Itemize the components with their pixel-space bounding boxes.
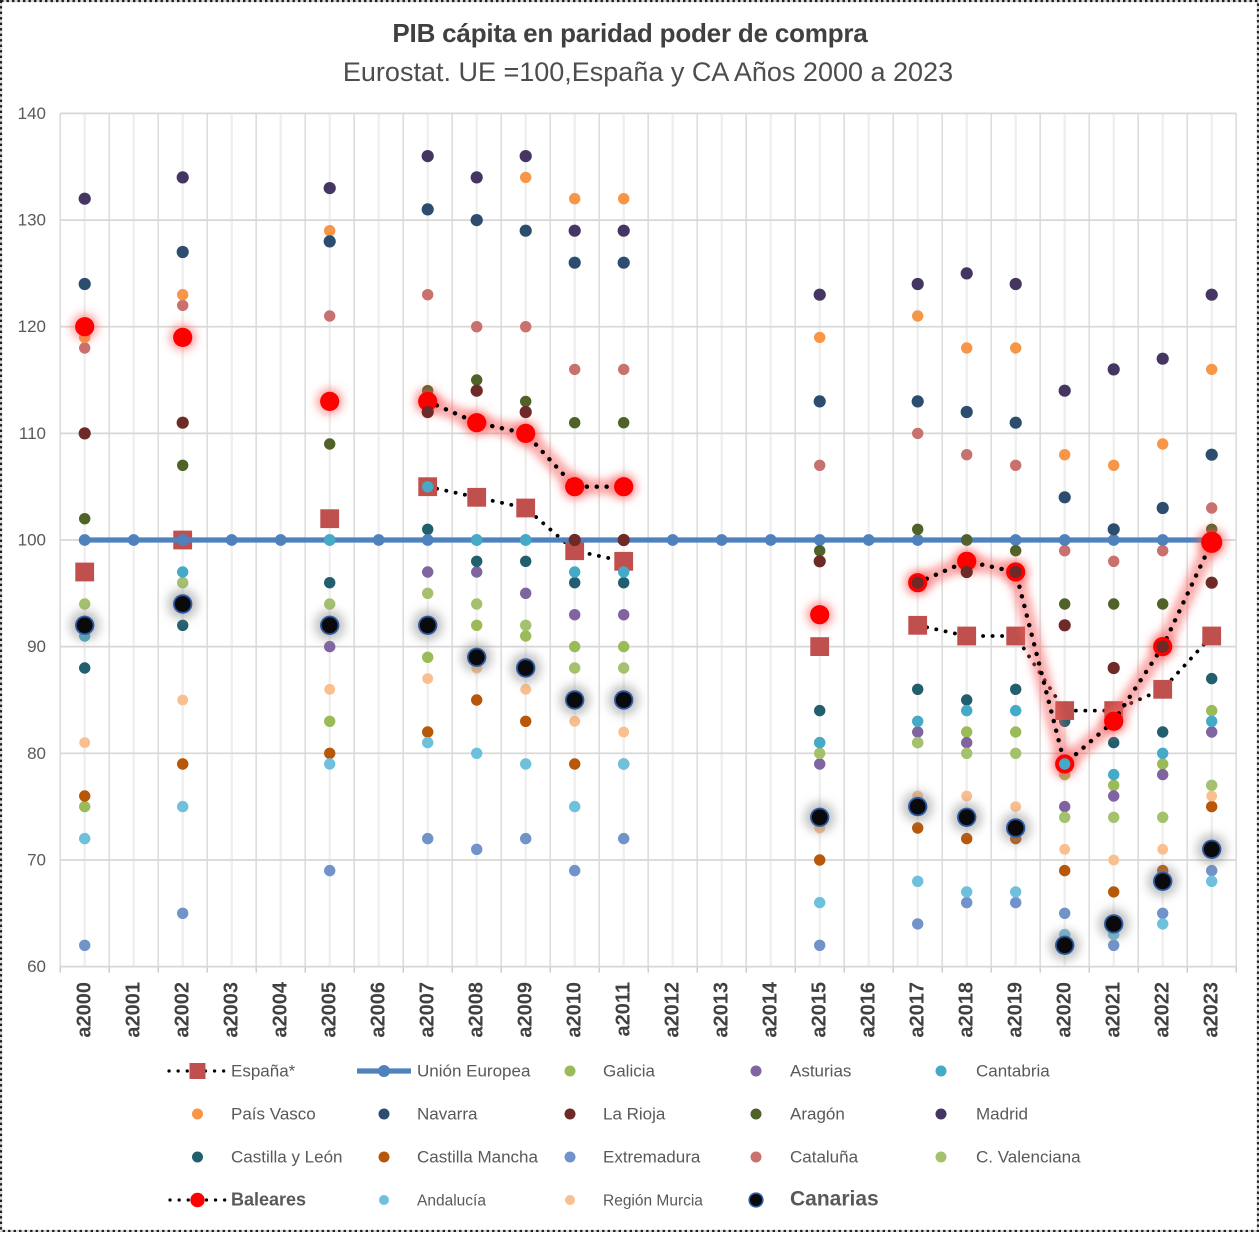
svg-text:a2017: a2017 xyxy=(907,982,929,1038)
svg-text:País Vasco: País Vasco xyxy=(231,1105,316,1124)
svg-text:Eurostat. UE =100,España y CA: Eurostat. UE =100,España y CA Años 2000 … xyxy=(343,57,953,87)
svg-text:a2014: a2014 xyxy=(760,981,782,1037)
svg-text:a2018: a2018 xyxy=(956,982,978,1038)
svg-text:a2004: a2004 xyxy=(270,981,292,1037)
svg-text:a2002: a2002 xyxy=(172,982,194,1038)
svg-text:a2019: a2019 xyxy=(1005,982,1027,1038)
svg-text:90: 90 xyxy=(27,637,46,656)
svg-text:PIB cápita en paridad poder de: PIB cápita en paridad poder de compra xyxy=(392,18,868,48)
svg-text:120: 120 xyxy=(18,317,46,336)
svg-text:a2012: a2012 xyxy=(662,982,684,1038)
svg-text:Unión Europea: Unión Europea xyxy=(417,1062,531,1081)
svg-text:Madrid: Madrid xyxy=(976,1105,1028,1124)
svg-text:Cantabria: Cantabria xyxy=(976,1062,1050,1081)
svg-text:a2009: a2009 xyxy=(515,982,537,1038)
svg-text:Asturias: Asturias xyxy=(790,1062,851,1081)
svg-text:a2001: a2001 xyxy=(123,982,145,1038)
svg-text:Cataluña: Cataluña xyxy=(790,1148,859,1167)
svg-text:a2016: a2016 xyxy=(858,982,880,1038)
svg-text:a2021: a2021 xyxy=(1103,982,1125,1038)
svg-text:a2013: a2013 xyxy=(711,982,733,1038)
svg-text:a2010: a2010 xyxy=(564,982,586,1038)
svg-text:70: 70 xyxy=(27,851,46,870)
svg-text:a2011: a2011 xyxy=(613,982,635,1037)
svg-text:C. Valenciana: C. Valenciana xyxy=(976,1148,1081,1167)
svg-text:80: 80 xyxy=(27,744,46,763)
svg-text:Castilla Mancha: Castilla Mancha xyxy=(417,1148,538,1167)
svg-text:Aragón: Aragón xyxy=(790,1105,845,1124)
svg-text:a2022: a2022 xyxy=(1152,982,1174,1038)
svg-text:a2015: a2015 xyxy=(809,982,831,1038)
svg-text:España*: España* xyxy=(231,1062,296,1081)
svg-text:a2003: a2003 xyxy=(221,982,243,1038)
svg-text:Galicia: Galicia xyxy=(603,1062,656,1081)
svg-text:a2023: a2023 xyxy=(1201,982,1223,1038)
svg-text:Extremadura: Extremadura xyxy=(603,1148,701,1167)
svg-text:a2008: a2008 xyxy=(466,982,488,1038)
svg-text:a2007: a2007 xyxy=(417,982,439,1038)
svg-text:100: 100 xyxy=(18,531,46,550)
svg-text:140: 140 xyxy=(18,104,46,123)
svg-text:Castilla y León: Castilla y León xyxy=(231,1148,343,1167)
svg-text:a2020: a2020 xyxy=(1054,982,1076,1038)
svg-text:130: 130 xyxy=(18,211,46,230)
svg-text:Navarra: Navarra xyxy=(417,1105,478,1124)
svg-text:Región Murcia: Región Murcia xyxy=(603,1193,703,1210)
svg-text:a2000: a2000 xyxy=(74,982,96,1038)
svg-text:Canarias: Canarias xyxy=(790,1188,879,1211)
svg-text:a2005: a2005 xyxy=(319,982,341,1038)
svg-text:Baleares: Baleares xyxy=(231,1190,306,1210)
svg-text:La Rioja: La Rioja xyxy=(603,1105,666,1124)
svg-text:60: 60 xyxy=(27,957,46,976)
svg-text:Andalucía: Andalucía xyxy=(417,1193,486,1210)
svg-text:110: 110 xyxy=(19,424,46,443)
svg-text:a2006: a2006 xyxy=(368,982,390,1038)
